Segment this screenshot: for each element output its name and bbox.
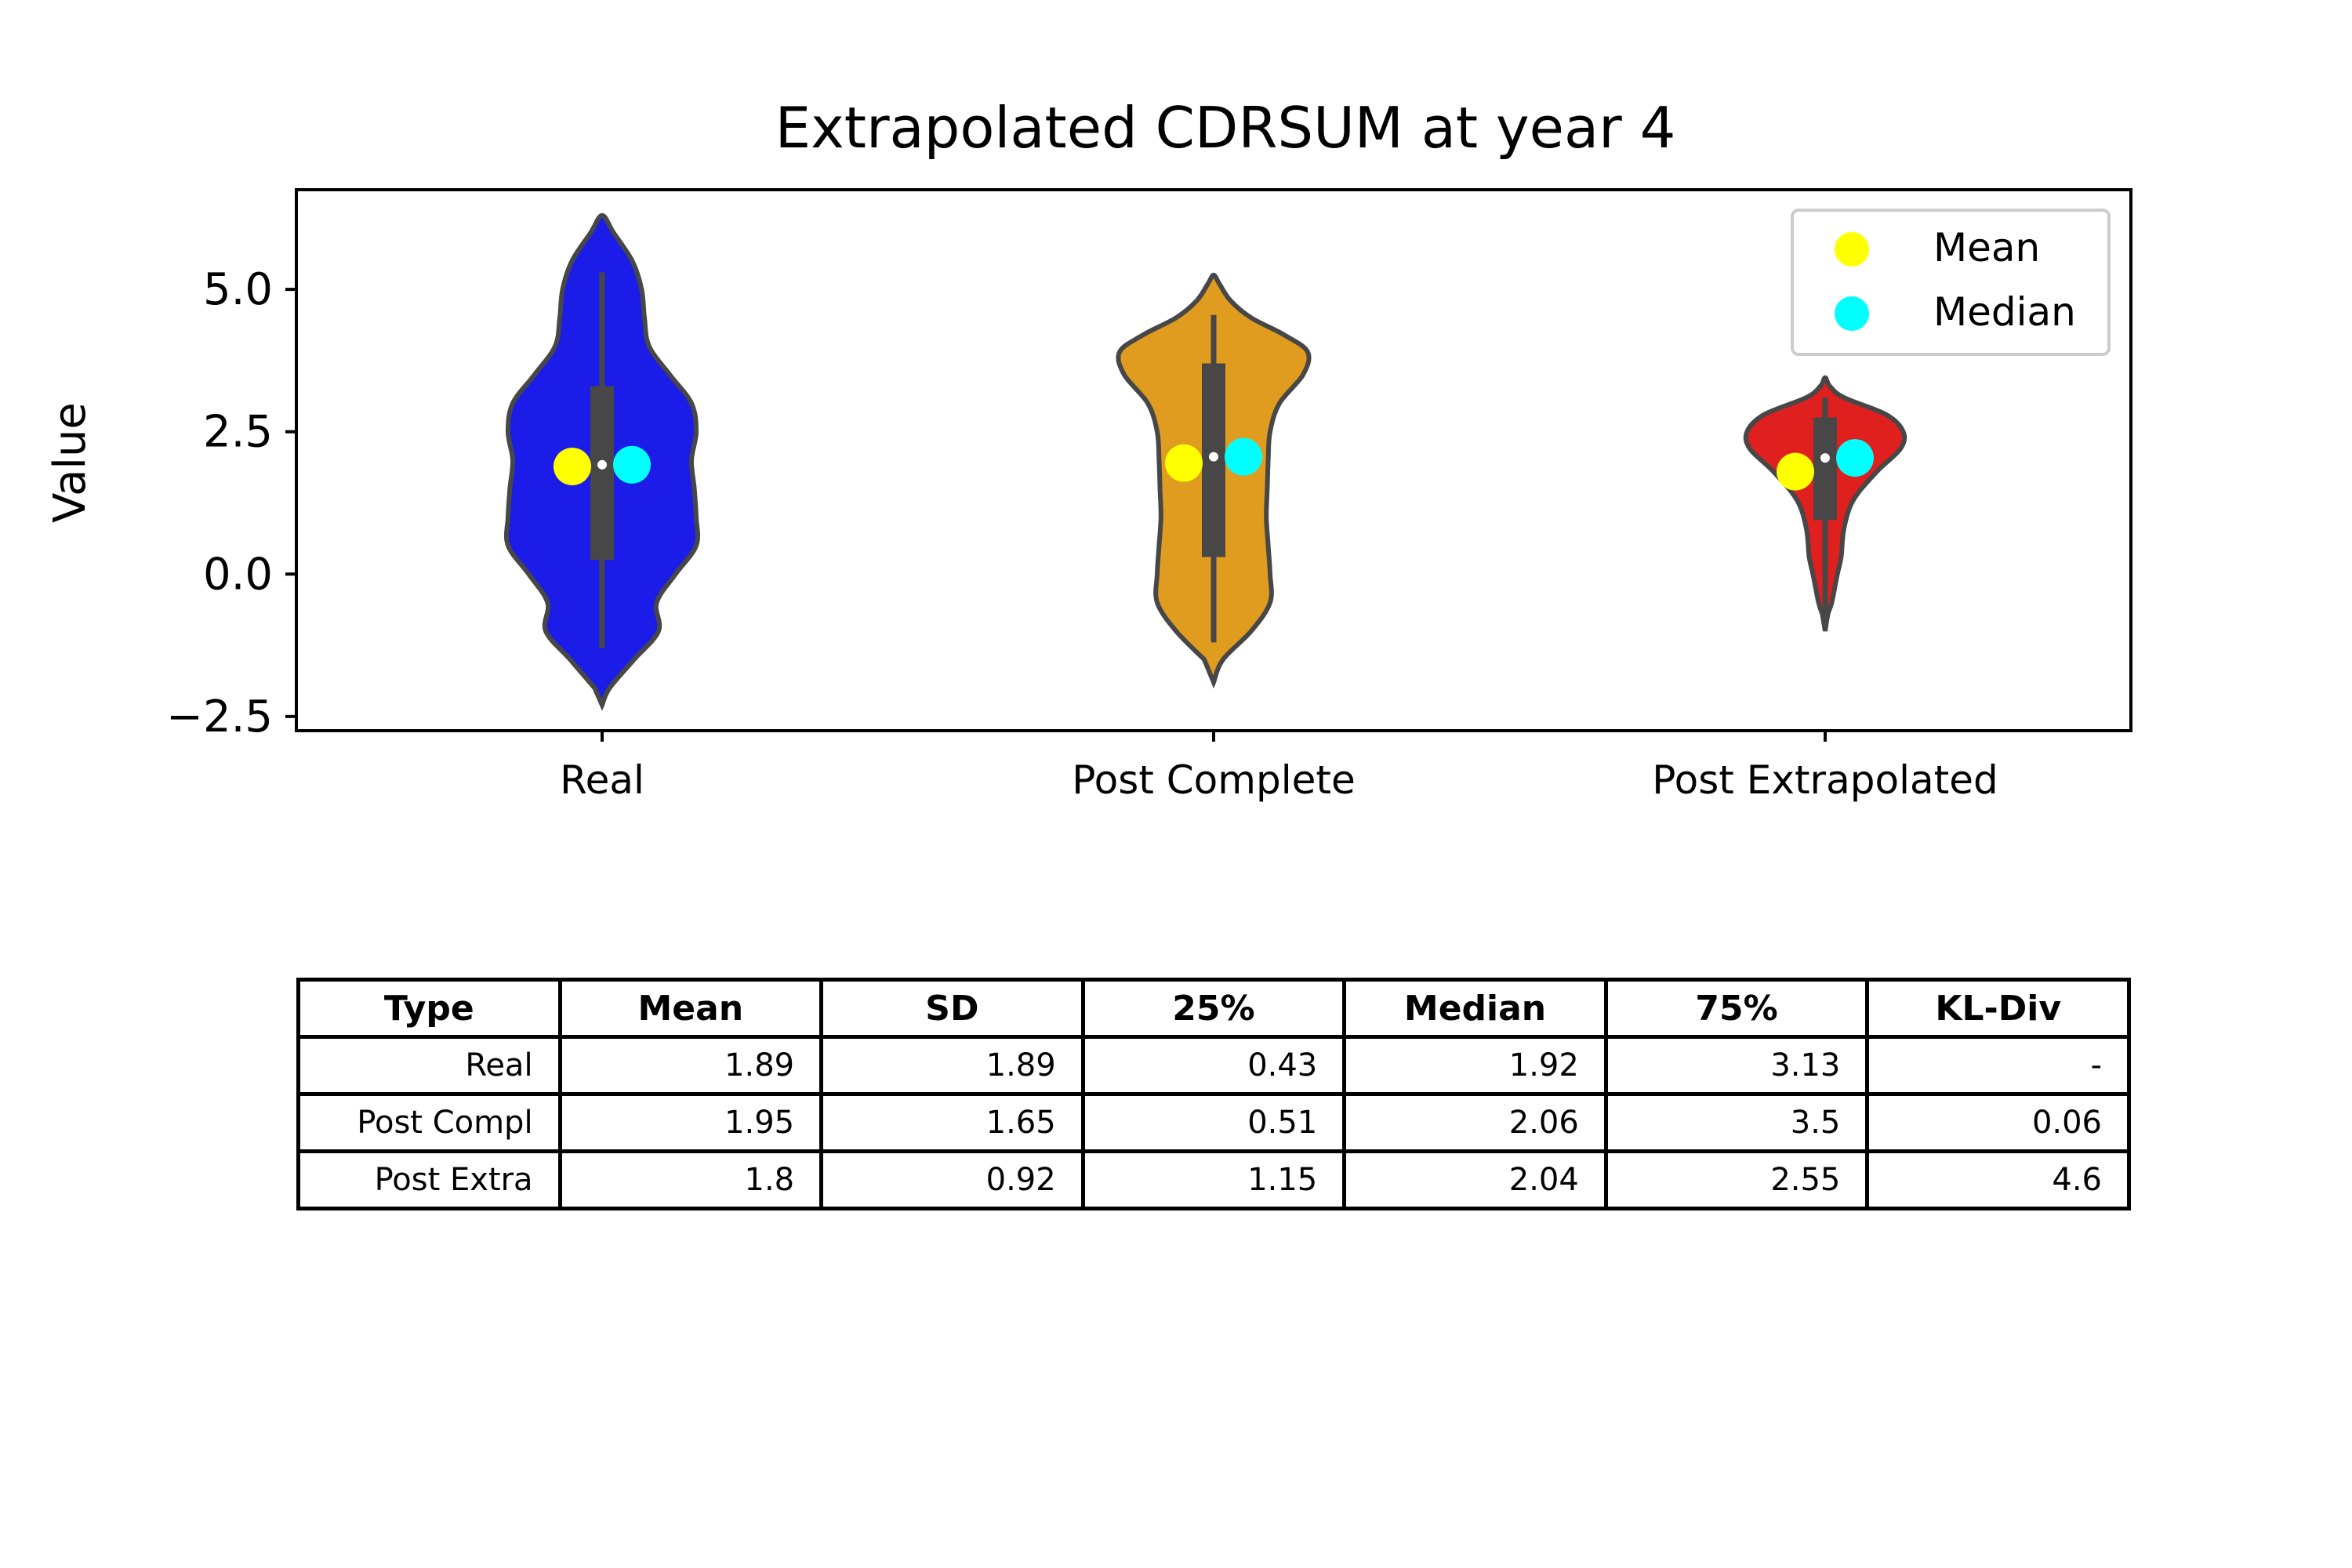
violin-iqr-box: [1813, 417, 1837, 521]
x-tick-label: Post Extrapolated: [1652, 757, 1998, 803]
table-cell: 1.89: [557, 1035, 824, 1096]
plot-area: [503, 212, 1907, 711]
header-25: 25%: [1080, 978, 1347, 1039]
y-axis-label: Value: [45, 402, 96, 523]
y-tick-label: 0.0: [203, 549, 273, 600]
header-mean: Mean: [557, 978, 824, 1039]
table-cell: 1.15: [1080, 1149, 1347, 1210]
violin-iqr-box: [590, 386, 614, 561]
stats-table: Type Mean SD 25% Median 75% KL-Div Real …: [296, 978, 2131, 1210]
table-cell: 0.43: [1080, 1035, 1347, 1096]
table-cell: 1.89: [819, 1035, 1085, 1096]
violin-median-dot: [1820, 453, 1830, 463]
table-cell: Post Compl: [296, 1092, 562, 1153]
mean-marker: [554, 447, 591, 485]
table-row: Real 1.89 1.89 0.43 1.92 3.13 -: [296, 1035, 2131, 1096]
table-cell: 3.13: [1603, 1035, 1870, 1096]
table-row: Post Compl 1.95 1.65 0.51 2.06 3.5 0.06: [296, 1092, 2131, 1153]
violin-median-dot: [597, 459, 607, 470]
mean-marker: [1165, 444, 1203, 482]
x-tick-label: Post Complete: [1072, 757, 1355, 803]
table-cell: 4.6: [1865, 1149, 2131, 1210]
violin-median-dot: [1209, 452, 1218, 462]
table-cell: 0.51: [1080, 1092, 1347, 1153]
y-tick-label: 5.0: [203, 264, 273, 315]
header-75: 75%: [1603, 978, 1870, 1039]
header-sd: SD: [819, 978, 1085, 1039]
legend-median-label: Median: [1933, 289, 2076, 335]
table-cell: 1.92: [1342, 1035, 1608, 1096]
table-cell: 0.92: [819, 1149, 1085, 1210]
median-marker: [1836, 439, 1874, 477]
table-cell: Real: [296, 1035, 562, 1096]
legend-mean-marker: [1835, 232, 1869, 267]
table-row: Post Extra 1.8 0.92 1.15 2.04 2.55 4.6: [296, 1149, 2131, 1210]
legend-mean-label: Mean: [1933, 225, 2040, 270]
header-kl-div: KL-Div: [1865, 978, 2131, 1039]
table-cell: 0.06: [1865, 1092, 2131, 1153]
table-cell: 2.04: [1342, 1149, 1608, 1210]
median-marker: [613, 445, 651, 484]
table-cell: 2.06: [1342, 1092, 1608, 1153]
legend-box: [1791, 209, 2111, 356]
x-tick-label: Real: [560, 757, 644, 803]
table-cell: 1.65: [819, 1092, 1085, 1153]
table-cell: 2.55: [1603, 1149, 1870, 1210]
header-median: Median: [1342, 978, 1608, 1039]
table-cell: -: [1865, 1035, 2131, 1096]
table-header-row: Type Mean SD 25% Median 75% KL-Div: [296, 978, 2131, 1039]
table-cell: 1.8: [557, 1149, 824, 1210]
mean-marker: [1777, 452, 1814, 491]
y-tick-label: −2.5: [166, 691, 273, 742]
median-marker: [1225, 437, 1262, 476]
header-type: Type: [296, 978, 562, 1039]
table-cell: Post Extra: [296, 1149, 562, 1210]
table-cell: 3.5: [1603, 1092, 1870, 1153]
y-tick-label: 2.5: [203, 407, 273, 458]
legend-median-marker: [1835, 296, 1869, 331]
legend: Mean Median: [1791, 209, 2111, 356]
table-cell: 1.95: [557, 1092, 824, 1153]
chart-title: Extrapolated CDRSUM at year 4: [775, 95, 1676, 161]
